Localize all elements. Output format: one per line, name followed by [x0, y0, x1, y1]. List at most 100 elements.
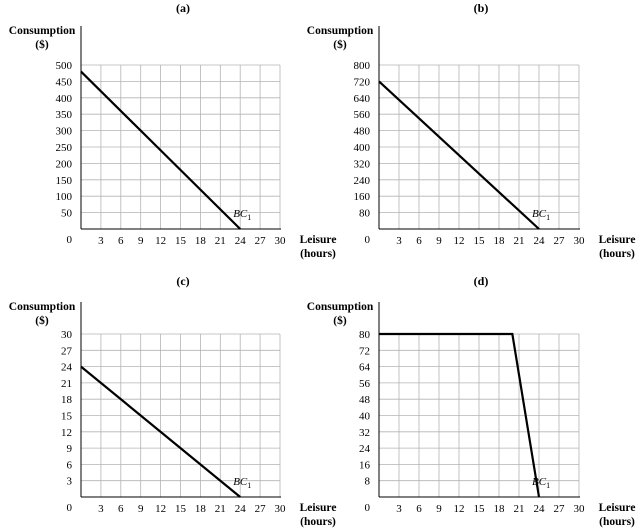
y-tick-label: 56	[359, 378, 371, 390]
x-tick-label: 21	[514, 503, 525, 515]
x-tick-label: 24	[235, 235, 247, 247]
y-tick-label: 9	[67, 443, 73, 455]
y-tick-label: 400	[354, 142, 371, 154]
origin-label: 0	[365, 502, 371, 514]
y-tick-label: 300	[56, 126, 73, 138]
x-tick-label: 3	[98, 235, 104, 247]
x-tick-label: 3	[396, 235, 402, 247]
y-tick-label: 64	[359, 362, 371, 374]
x-tick-label: 15	[175, 235, 187, 247]
y-tick-label: 800	[354, 60, 371, 72]
y-tick-label: 8	[365, 476, 371, 488]
x-tick-label: 6	[416, 503, 422, 515]
y-tick-label: 640	[354, 93, 371, 105]
y-tick-label: 240	[354, 175, 371, 187]
x-tick-label: 6	[118, 235, 124, 247]
x-axis-title-line2: (hours)	[599, 248, 635, 260]
x-tick-label: 3	[98, 503, 104, 515]
chart-panel-d: (d)Consumption($)Leisure(hours)3 6 9 12 15 18…	[307, 274, 636, 528]
x-tick-label: 24	[534, 503, 546, 515]
y-tick-label: 72	[359, 345, 370, 357]
x-tick-label: 27	[255, 235, 267, 247]
y-tick-label: 320	[354, 158, 371, 170]
series-label-subscript: 1	[247, 213, 251, 222]
y-tick-label: 720	[354, 76, 371, 88]
x-tick-label: 6	[416, 235, 422, 247]
x-tick-label: 27	[554, 503, 566, 515]
series-label-subscript: 1	[247, 481, 251, 490]
y-tick-label: 450	[56, 76, 73, 88]
x-axis-title-line1: Leisure	[300, 234, 337, 246]
x-tick-label: 18	[494, 503, 506, 515]
x-tick-label: 24	[235, 503, 247, 515]
origin-label: 0	[67, 234, 73, 246]
y-tick-label: 480	[354, 126, 371, 138]
series-label: BC1	[532, 476, 550, 490]
x-tick-label: 15	[175, 503, 187, 515]
x-tick-label: 12	[155, 503, 166, 515]
x-tick-label: 21	[215, 503, 226, 515]
y-tick-label: 32	[359, 427, 370, 439]
budget-constraint-line	[379, 332, 541, 498]
chart-panel-c: (c) Consumption($) Leisure (hours) 3 6 9 12 15 18…	[9, 274, 337, 528]
x-tick-label: 27	[255, 503, 267, 515]
x-tick-label: 27	[554, 235, 566, 247]
x-axis-title-line1: Leisure	[599, 502, 636, 514]
x-axis-title-line2: (hours)	[300, 248, 336, 260]
origin-label: 0	[67, 502, 73, 514]
y-axis-title-line1: Consumption	[307, 301, 374, 313]
series-label: BC1	[532, 208, 550, 222]
panel-label: (c)	[176, 274, 189, 288]
x-tick-label: 30	[275, 503, 287, 515]
x-tick-label: 6	[118, 503, 124, 515]
x-tick-label: 12	[454, 503, 465, 515]
y-tick-label: 80	[359, 208, 371, 220]
y-tick-label: 150	[56, 175, 73, 187]
series-label-subscript: 1	[546, 213, 550, 222]
y-tick-label: 250	[56, 142, 73, 154]
y-tick-label: 27	[61, 345, 73, 357]
budget-constraint-line	[80, 365, 241, 498]
y-tick-label: 12	[61, 427, 72, 439]
y-tick-label: 16	[359, 459, 371, 471]
panel-label: (b)	[474, 1, 489, 15]
x-axis-title-line2: (hours)	[300, 516, 336, 528]
y-tick-label: 18	[61, 394, 73, 406]
series-label-subscript: 1	[546, 481, 550, 490]
y-tick-label: 80	[359, 329, 371, 341]
x-tick-label: 3	[396, 503, 402, 515]
chart-panel-b: (b)Consumption($)Leisure(hours)3 6 9 12 15 18…	[307, 1, 636, 260]
y-axis-title-line2: ($)	[333, 314, 347, 327]
y-axis-title-line1: Consumption	[9, 25, 76, 37]
y-axis-title-line1: Consumption	[307, 25, 374, 37]
x-tick-label: 9	[436, 503, 442, 515]
y-tick-label: 40	[359, 411, 371, 423]
y-tick-label: 160	[354, 191, 371, 203]
panel-label: (a)	[176, 1, 190, 15]
x-tick-label: 21	[514, 235, 525, 247]
y-tick-label: 24	[61, 362, 73, 374]
x-tick-label: 9	[138, 503, 144, 515]
y-axis-title-line2: ($)	[35, 314, 49, 327]
x-axis-title-line2: (hours)	[599, 516, 635, 528]
x-axis-title-line1: Leisure	[599, 234, 636, 246]
budget-constraint-line	[378, 80, 540, 230]
x-tick-label: 30	[574, 503, 586, 515]
x-tick-label: 21	[215, 235, 226, 247]
x-tick-label: 18	[195, 503, 207, 515]
panel-label: (d)	[474, 274, 489, 288]
y-tick-label: 100	[56, 191, 73, 203]
y-tick-label: 50	[61, 208, 73, 220]
y-tick-label: 24	[359, 443, 371, 455]
x-tick-label: 30	[275, 235, 287, 247]
y-tick-label: 3	[67, 476, 73, 488]
y-tick-label: 500	[56, 60, 73, 72]
x-tick-label: 24	[534, 235, 546, 247]
y-tick-label: 400	[56, 93, 73, 105]
x-tick-label: 9	[138, 235, 144, 247]
y-tick-label: 15	[61, 411, 73, 423]
x-axis-title-line1: Leisure	[300, 502, 337, 514]
y-axis-title-line1: Consumption	[9, 301, 76, 313]
y-axis-title-line2: ($)	[35, 38, 49, 51]
